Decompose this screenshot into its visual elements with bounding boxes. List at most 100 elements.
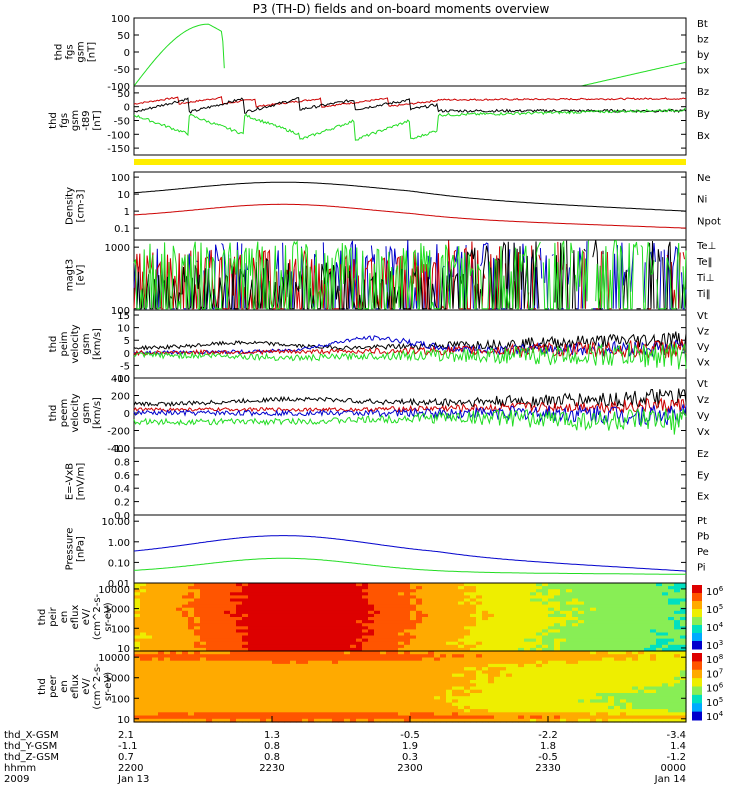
heatmap-cell [506,663,513,668]
heatmap-cell [356,670,363,675]
heatmap-cell [308,598,315,603]
heatmap-cell [554,663,561,668]
heatmap-cell [422,601,429,606]
heatmap-cell [500,638,507,643]
heatmap-cell [662,601,669,606]
heatmap-cell [638,601,645,606]
heatmap-cell [578,680,585,684]
heatmap-cell [458,663,465,668]
heatmap-cell [560,635,567,640]
heatmap-cell [182,676,189,681]
heatmap-cell [386,663,393,668]
heatmap-cell [314,680,321,684]
heatmap-cell [350,651,357,655]
heatmap-cell [398,613,405,618]
legend-Ex: Ex [697,492,709,503]
heatmap-cell [158,586,165,590]
heatmap-cell [632,632,639,637]
heatmap-cell [644,712,651,717]
heatmap-cell [458,604,465,609]
heatmap-cell [302,657,309,662]
heatmap-cell [602,689,609,694]
heatmap-cell [590,644,597,649]
heatmap-cell [506,647,513,652]
heatmap-cell [212,604,219,609]
heatmap-cell [656,592,663,596]
heatmap-cell [200,680,207,684]
heatmap-cell [374,586,381,590]
heatmap-cell [578,589,585,593]
heatmap-cell [452,702,459,707]
heatmap-cell [524,610,531,615]
heatmap-cell [650,629,657,634]
heatmap-cell [296,635,303,640]
heatmap-cell [476,657,483,662]
heatmap-cell [350,712,357,717]
heatmap-cell [632,654,639,658]
heatmap-cell [662,644,669,649]
heatmap-cell [446,683,453,688]
heatmap-cell [314,644,321,649]
heatmap-cell [638,702,645,707]
heatmap-cell [308,610,315,615]
heatmap-cell [404,620,411,624]
heatmap-cell [320,583,327,587]
heatmap-cell [368,705,375,710]
heatmap-cell [272,696,279,700]
heatmap-cell [662,696,669,700]
legend-Pi: Pi [697,563,706,574]
heatmap-cell [506,604,513,609]
heatmap-cell [428,709,435,713]
x-axis-value: 2330 [535,763,560,774]
heatmap-cell [542,693,549,697]
heatmap-cell [254,686,261,691]
heatmap-cell [422,586,429,590]
heatmap-cell [626,644,633,649]
heatmap-cell [368,676,375,681]
heatmap-cell [614,676,621,681]
heatmap-cell [668,673,675,678]
heatmap-cell [170,592,177,596]
heatmap-cell [284,667,291,671]
heatmap-cell [530,607,537,612]
heatmap-cell [146,676,153,681]
heatmap-cell [362,617,369,621]
heatmap-cell [536,696,543,700]
heatmap-cell [302,712,309,717]
heatmap-cell [482,689,489,694]
y-tick-label: 0 [124,349,130,360]
heatmap-cell [464,589,471,593]
heatmap-cell [260,709,267,713]
heatmap-cell [278,651,285,655]
heatmap-cell [296,654,303,658]
heatmap-cell [188,663,195,668]
heatmap-cell [182,629,189,634]
heatmap-cell [284,673,291,678]
heatmap-cell [134,686,141,691]
heatmap-cell [230,641,237,646]
heatmap-cell [566,709,573,713]
heatmap-cell [416,589,423,593]
heatmap-cell [572,613,579,618]
heatmap-cell [566,718,573,723]
heatmap-cell [506,670,513,675]
heatmap-cell [230,715,237,720]
heatmap-cell [398,598,405,603]
heatmap-cell [542,651,549,655]
heatmap-cell [440,644,447,649]
heatmap-cell [674,632,681,637]
heatmap-cell [224,670,231,675]
heatmap-cell [482,647,489,652]
heatmap-cell [602,632,609,637]
heatmap-cell [512,607,519,612]
heatmap-cell [620,644,627,649]
heatmap-cell [332,604,339,609]
heatmap-cell [380,705,387,710]
heatmap-cell [470,651,477,655]
heatmap-cell [248,654,255,658]
heatmap-cell [182,644,189,649]
heatmap-cell [170,604,177,609]
heatmap-cell [200,607,207,612]
heatmap-cell [380,626,387,630]
heatmap-cell [164,657,171,662]
